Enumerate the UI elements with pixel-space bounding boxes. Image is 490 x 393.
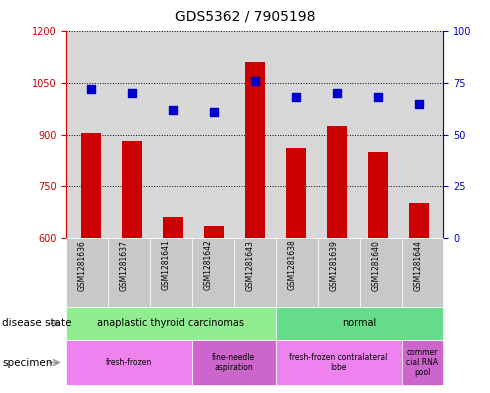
Text: fine-needle
aspiration: fine-needle aspiration (212, 353, 255, 372)
Text: fresh-frozen contralateral
lobe: fresh-frozen contralateral lobe (290, 353, 388, 372)
Point (128, 90, 136, 96)
Point (415, 101, 423, 107)
Bar (409, 203, 429, 393)
Text: GSM1281643: GSM1281643 (246, 240, 255, 290)
Point (292, 94, 300, 101)
Text: GDS5362 / 7905198: GDS5362 / 7905198 (175, 10, 315, 24)
Text: anaplastic thyroid carcinomas: anaplastic thyroid carcinomas (98, 318, 245, 328)
Bar (326, 126, 347, 393)
Point (169, 107, 177, 113)
Text: specimen: specimen (2, 358, 53, 367)
Text: GSM1281638: GSM1281638 (288, 240, 297, 290)
Text: GSM1281644: GSM1281644 (414, 240, 422, 290)
Bar (368, 152, 388, 393)
Text: GSM1281642: GSM1281642 (204, 240, 213, 290)
Text: commer
cial RNA
pool: commer cial RNA pool (406, 348, 439, 377)
Bar (122, 141, 142, 393)
Text: GSM1281640: GSM1281640 (371, 240, 381, 290)
Point (333, 90, 341, 96)
Text: disease state: disease state (2, 318, 72, 328)
Point (251, 78, 259, 84)
Text: fresh-frozen: fresh-frozen (106, 358, 152, 367)
Bar (163, 217, 183, 393)
Point (87, 86, 95, 92)
Text: GSM1281639: GSM1281639 (330, 240, 339, 290)
Bar (80, 133, 101, 393)
Text: GSM1281641: GSM1281641 (162, 240, 171, 290)
Text: GSM1281636: GSM1281636 (78, 240, 87, 290)
Bar (203, 226, 224, 393)
Point (374, 94, 382, 101)
Point (210, 109, 218, 115)
Text: normal: normal (343, 318, 377, 328)
Text: GSM1281637: GSM1281637 (120, 240, 129, 290)
Bar (286, 148, 306, 393)
Bar (245, 62, 265, 393)
